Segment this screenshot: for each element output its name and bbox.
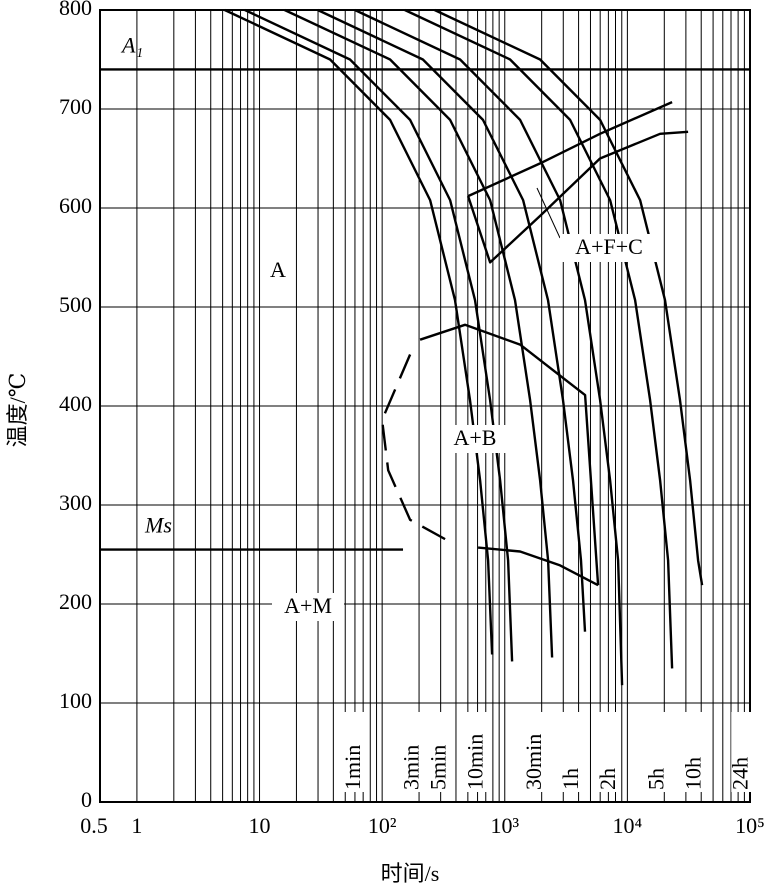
time-label-bg <box>598 712 621 792</box>
y-tick-label: 500 <box>59 292 92 317</box>
x-tick-label: 10⁴ <box>613 813 643 838</box>
time-label: 1h <box>558 768 583 790</box>
phase-boundary <box>467 101 673 198</box>
y-tick-label: 0 <box>81 787 92 812</box>
label-bg <box>444 425 506 453</box>
cooling-curve <box>224 8 494 655</box>
time-label: 5h <box>644 768 669 790</box>
time-label-bg <box>429 712 452 792</box>
time-label: 30min <box>521 734 546 790</box>
time-label: 24h <box>727 757 752 790</box>
time-label-bg <box>684 712 707 792</box>
region-label: A <box>270 257 286 282</box>
time-label-bg <box>466 712 489 792</box>
x-tick-label: 10² <box>368 813 397 838</box>
time-label-bg <box>731 712 754 792</box>
x-tick-label: 0.5 <box>80 813 108 838</box>
x-tick-label: 10³ <box>490 813 519 838</box>
cooling-curve <box>404 8 674 669</box>
label-bg <box>560 234 658 262</box>
time-label: 5min <box>426 745 451 790</box>
x-tick-label: 1 <box>131 813 142 838</box>
y-tick-label: 400 <box>59 391 92 416</box>
time-label-bg <box>525 712 548 792</box>
phase-boundary <box>477 546 599 587</box>
y-tick-label: 200 <box>59 589 92 614</box>
reference-label: Ms <box>144 513 172 538</box>
time-label: 10min <box>463 734 488 790</box>
marks <box>100 8 750 686</box>
y-tick-label: 800 <box>59 0 92 20</box>
phase-boundary <box>380 354 456 546</box>
y-tick-label: 600 <box>59 193 92 218</box>
labels: A A+F+C A+B A+M 时间/s 温度/℃ 0.5 1 10 10² 10³ 10… <box>5 0 765 886</box>
cooling-curve <box>284 8 554 658</box>
time-label-bg <box>561 712 584 792</box>
time-label-bg <box>343 712 366 792</box>
leader-line <box>536 187 561 239</box>
grid <box>99 9 751 803</box>
y-tick-label: 100 <box>59 688 92 713</box>
cooling-curve <box>434 8 704 586</box>
phase-boundary <box>466 130 689 264</box>
time-label: 10h <box>681 757 706 790</box>
cooling-curve <box>354 8 624 686</box>
region-label: A+M <box>284 593 332 618</box>
x-tick-label: 10 <box>249 813 271 838</box>
y-tick-label: 700 <box>59 94 92 119</box>
x-tick-label: 10⁵ <box>735 813 765 838</box>
time-label: 2h <box>595 768 620 790</box>
time-label: 3min <box>398 745 423 790</box>
time-label-bg <box>402 712 425 792</box>
reference-label: A₁ <box>120 32 143 57</box>
x-axis-label: 时间/s <box>381 861 440 886</box>
plot-frame <box>99 9 751 803</box>
cooling-curve <box>244 8 514 662</box>
phase-boundary <box>419 323 600 586</box>
cooling-curve <box>317 8 587 632</box>
label-bg <box>272 593 344 621</box>
time-label: 1min <box>340 745 365 790</box>
y-axis-label: 温度/℃ <box>5 373 30 448</box>
region-label: A+B <box>454 425 497 450</box>
time-label-bg <box>647 712 670 792</box>
region-label: A+F+C <box>575 234 643 259</box>
y-tick-label: 300 <box>59 490 92 515</box>
